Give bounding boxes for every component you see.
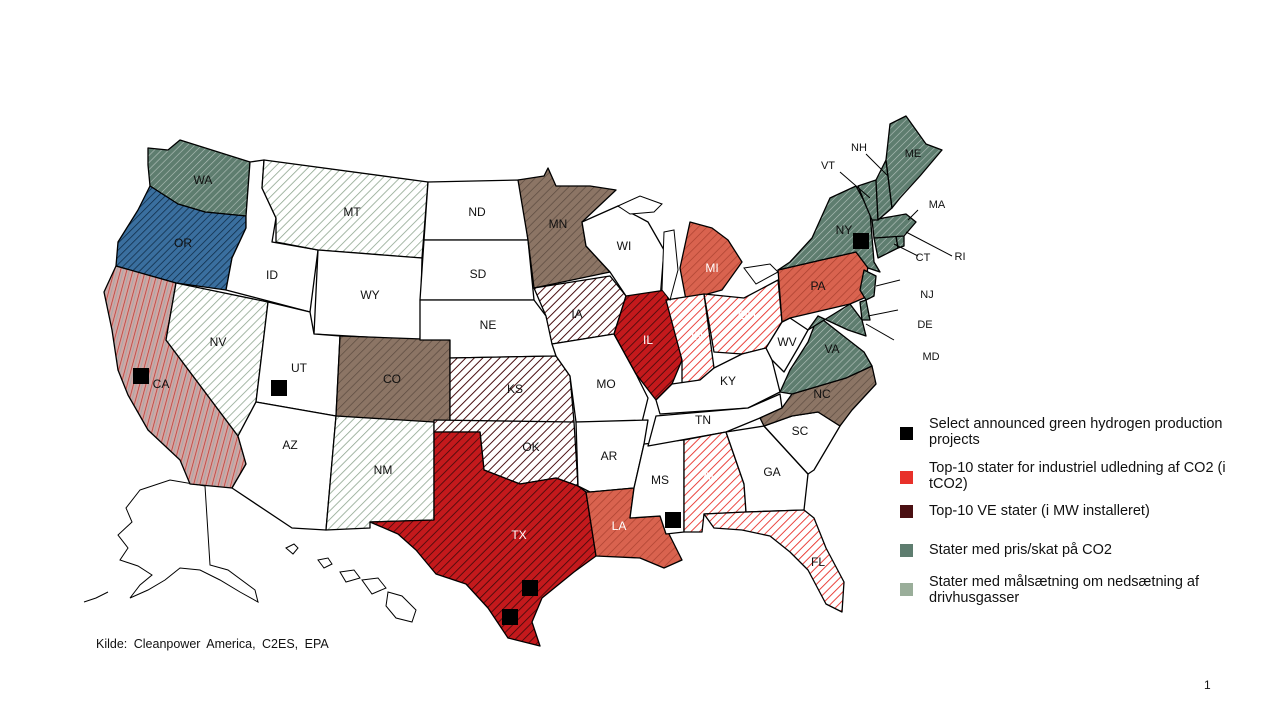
page-number: 1 bbox=[1204, 678, 1211, 692]
legend-swatch-hydrogen bbox=[900, 427, 913, 440]
label-WY: WY bbox=[360, 288, 379, 302]
label-MD: MD bbox=[922, 351, 939, 363]
state-AZ bbox=[231, 401, 337, 531]
label-FL: FL bbox=[811, 555, 825, 569]
state-KS bbox=[449, 355, 575, 425]
state-MA bbox=[871, 213, 917, 239]
label-NM: NM bbox=[374, 463, 393, 477]
hydrogen-marker-ut bbox=[271, 380, 287, 396]
state-NJ bbox=[859, 269, 877, 301]
label-NV: NV bbox=[210, 335, 227, 349]
state-NC bbox=[759, 365, 877, 427]
label-NC: NC bbox=[813, 387, 831, 401]
label-IL: IL bbox=[643, 333, 653, 347]
label-DE: DE bbox=[917, 319, 932, 331]
hydrogen-marker-tx-1 bbox=[522, 580, 538, 596]
great-lakes bbox=[616, 195, 779, 302]
label-GA: GA bbox=[763, 465, 780, 479]
legend-swatch-target bbox=[900, 583, 913, 596]
label-CO: CO bbox=[383, 372, 401, 386]
state-NY bbox=[777, 185, 881, 273]
label-UT: UT bbox=[291, 361, 308, 375]
label-MS: MS bbox=[651, 473, 669, 487]
hydrogen-markers bbox=[133, 233, 869, 625]
label-NE: NE bbox=[480, 318, 497, 332]
label-ME: ME bbox=[905, 148, 922, 160]
label-PA: PA bbox=[810, 279, 825, 293]
label-MO: MO bbox=[596, 377, 615, 391]
hydrogen-marker-ms bbox=[665, 512, 681, 528]
label-SC: SC bbox=[792, 424, 809, 438]
label-OH: OH bbox=[738, 308, 756, 322]
label-TX: TX bbox=[511, 528, 526, 542]
legend-item-industrial: Top-10 stater for industriel udledning a… bbox=[900, 460, 1240, 500]
state-labels: WA OR CA ID NV MT WY UT AZ CO NM ND SD N… bbox=[153, 142, 966, 569]
source-note: Kilde: Cleanpower America, C2ES, EPA bbox=[96, 637, 329, 651]
state-FL bbox=[703, 509, 845, 613]
alaska-outline bbox=[83, 479, 259, 603]
label-MI: MI bbox=[705, 261, 718, 275]
state-DE bbox=[859, 299, 871, 321]
label-ID: ID bbox=[266, 268, 278, 282]
legend-label-renewables: Top-10 VE stater (i MW installeret) bbox=[929, 503, 1150, 519]
label-KY: KY bbox=[720, 374, 736, 388]
legend-swatch-price bbox=[900, 544, 913, 557]
legend-label-price: Stater med pris/skat på CO2 bbox=[929, 542, 1112, 558]
label-VT: VT bbox=[821, 160, 835, 172]
state-CT bbox=[873, 235, 899, 259]
state-ME bbox=[885, 115, 943, 209]
state-MD bbox=[807, 303, 867, 337]
label-WV: WV bbox=[777, 335, 796, 349]
legend-swatch-renewables bbox=[900, 505, 913, 518]
state-MN bbox=[517, 167, 617, 289]
hydrogen-marker-ny bbox=[853, 233, 869, 249]
legend-item-renewables: Top-10 VE stater (i MW installeret) bbox=[900, 503, 1240, 543]
hydrogen-marker-tx-2 bbox=[502, 609, 518, 625]
label-VA: VA bbox=[824, 342, 839, 356]
state-RI bbox=[895, 235, 905, 249]
legend-label-industrial: Top-10 stater for industriel udledning a… bbox=[929, 460, 1226, 492]
label-KS: KS bbox=[507, 382, 523, 396]
label-AR: AR bbox=[601, 449, 618, 463]
label-ND: ND bbox=[468, 205, 486, 219]
label-NH: NH bbox=[851, 142, 867, 154]
label-MT: MT bbox=[343, 205, 361, 219]
legend-label-hydrogen: Select announced green hydrogen producti… bbox=[929, 416, 1223, 448]
label-NJ: NJ bbox=[920, 289, 933, 301]
label-TN: TN bbox=[695, 413, 711, 427]
legend-item-hydrogen: Select announced green hydrogen producti… bbox=[900, 416, 1240, 456]
states bbox=[103, 115, 943, 647]
hawaii-outline bbox=[285, 543, 417, 623]
label-WI: WI bbox=[617, 239, 632, 253]
label-OK: OK bbox=[522, 440, 539, 454]
label-AZ: AZ bbox=[282, 438, 297, 452]
label-RI: RI bbox=[955, 251, 966, 263]
hydrogen-marker-ca bbox=[133, 368, 149, 384]
callout-lines bbox=[839, 153, 953, 341]
label-AL: AL bbox=[703, 469, 718, 483]
state-VT bbox=[857, 179, 879, 221]
legend-swatch-industrial bbox=[900, 471, 913, 484]
label-IN: IN bbox=[691, 329, 703, 343]
legend-label-target: Stater med målsætning om nedsætning af d… bbox=[929, 574, 1199, 606]
label-NY: NY bbox=[836, 223, 853, 237]
legend-item-price: Stater med pris/skat på CO2 bbox=[900, 542, 1240, 582]
label-IA: IA bbox=[571, 307, 582, 321]
label-WA: WA bbox=[194, 173, 213, 187]
state-VA bbox=[779, 315, 873, 395]
label-LA: LA bbox=[612, 519, 627, 533]
legend-item-target: Stater med målsætning om nedsætning af d… bbox=[900, 574, 1240, 614]
state-TX bbox=[369, 431, 597, 647]
label-MA: MA bbox=[929, 199, 946, 211]
label-MN: MN bbox=[549, 217, 568, 231]
label-SD: SD bbox=[470, 267, 487, 281]
label-CT: CT bbox=[916, 252, 931, 264]
state-MI bbox=[679, 221, 743, 301]
label-CA: CA bbox=[153, 377, 170, 391]
label-OR: OR bbox=[174, 236, 192, 250]
